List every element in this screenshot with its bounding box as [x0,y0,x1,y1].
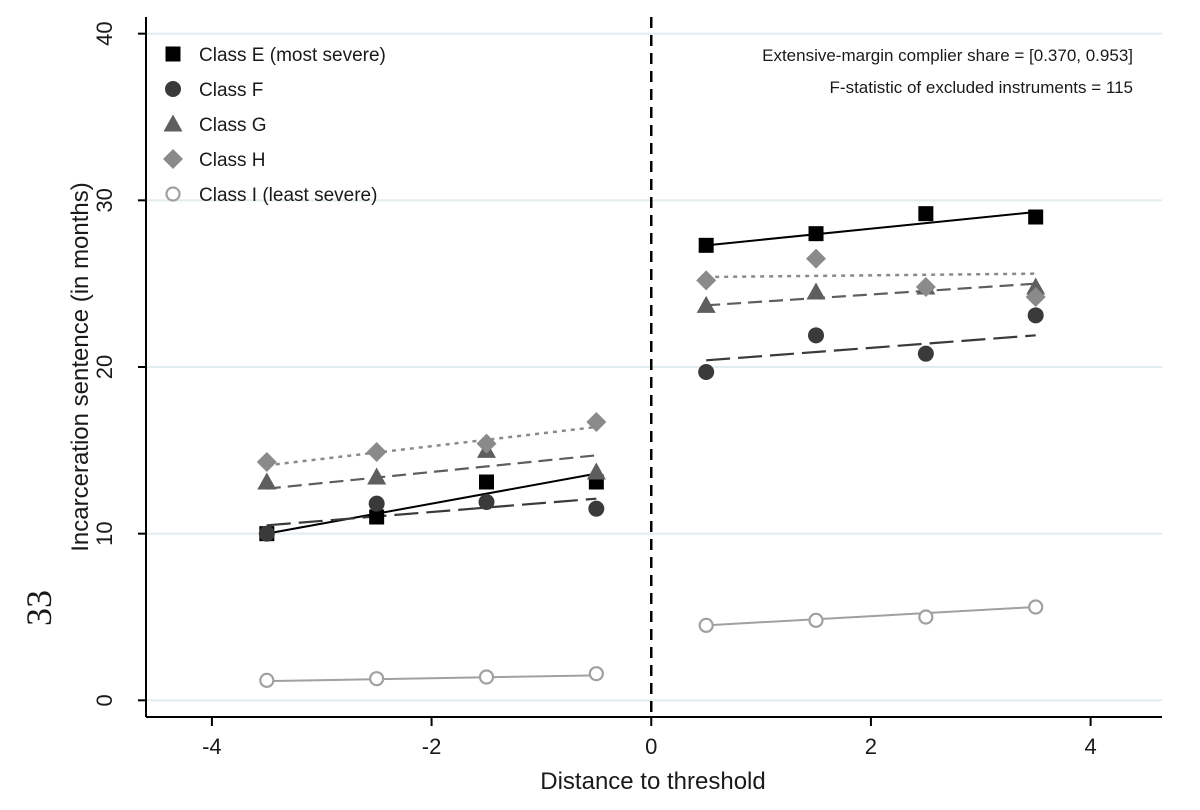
point-class-g-7 [1026,277,1046,295]
point-class-h-0 [256,452,277,472]
point-class-f-6 [917,345,934,362]
data-points [256,206,1046,688]
point-class-e-most-severe-6 [918,206,934,222]
x-tick-label-2: 2 [865,734,877,759]
point-class-e-most-severe-7 [1028,209,1044,225]
point-class-f-7 [1027,307,1044,324]
point-class-e-most-severe-5 [808,226,824,242]
y-tick-label-0: 0 [92,694,117,706]
y-tick-label-10: 10 [92,521,117,545]
fit-line-class-h-left [266,425,597,467]
fit-line-class-e-most-severe-left [266,472,597,535]
page-number: 33 [19,590,59,626]
fit-line-class-f-right [706,334,1036,362]
y-tick-label-40: 40 [92,21,117,45]
point-class-f-2 [478,494,495,510]
fit-line-class-e-most-severe-right [706,211,1036,247]
y-tick-label-30: 30 [92,188,117,212]
point-class-i-least-severe-5 [808,612,824,628]
fit-line-class-i-least-severe-right [706,606,1036,627]
point-class-i-least-severe-1 [369,671,385,687]
point-class-i-least-severe-4 [698,617,714,633]
y-tick-label-20: 20 [92,355,117,379]
legend-marker-class-g [163,114,183,132]
point-class-f-0 [258,525,275,542]
legend-label-class-h: Class H [199,150,266,171]
fit-line-class-i-least-severe-left [266,674,597,683]
fit-line-class-f-left [266,497,597,527]
point-class-e-most-severe-2 [478,474,494,490]
legend: Class E (most severe) Class F Class G Class… [163,45,386,206]
point-class-i-least-severe-6 [918,609,934,625]
legend-marker-class-e-most-severe [165,46,181,62]
point-class-f-5 [808,327,825,344]
x-tick-label-0: 0 [645,734,657,759]
legend-label-class-f: Class F [199,80,263,101]
point-class-i-least-severe-0 [259,672,275,688]
point-class-g-4 [696,295,716,313]
point-class-f-3 [588,500,605,517]
fit-line-class-g-left [266,454,597,490]
gridlines [146,32,1162,702]
point-class-h-1 [366,442,387,462]
point-class-h-6 [915,277,936,297]
legend-label-class-g: Class G [199,115,267,136]
f-statistic-annotation: F-statistic of excluded instruments = 11… [830,78,1133,97]
point-class-i-least-severe-7 [1028,599,1044,615]
fit-line-class-h-right [706,272,1036,279]
x-tick-label--2: -2 [422,734,442,759]
legend-marker-class-i-least-severe [165,186,181,202]
point-class-e-most-severe-1 [369,509,385,525]
point-class-f-1 [368,495,385,512]
fit-line-class-g-right [706,282,1036,307]
axes: 0 10 20 30 40 -4 -2 0 2 4 [92,17,1162,759]
x-tick-label-4: 4 [1084,734,1096,759]
point-class-h-5 [806,248,827,269]
point-class-g-0 [257,472,277,490]
x-tick-label--4: -4 [202,734,222,759]
point-class-i-least-severe-3 [588,666,604,682]
legend-marker-class-f [165,81,181,97]
x-axis-title: Distance to threshold [540,768,765,795]
point-class-g-3 [586,462,606,480]
point-class-h-4 [696,270,717,291]
point-class-h-2 [476,433,497,454]
point-class-g-5 [806,282,826,300]
point-class-h-7 [1025,287,1046,307]
y-axis-title: Incarceration sentence (in months) [67,182,94,552]
point-class-i-least-severe-2 [478,669,495,685]
point-class-h-3 [586,412,607,432]
point-class-g-1 [367,467,387,485]
legend-label-class-i-least-severe: Class I (least severe) [199,185,377,206]
fit-lines [266,211,1036,683]
legend-marker-class-h [163,149,183,169]
point-class-f-4 [698,364,715,380]
legend-label-class-e-most-severe: Class E (most severe) [199,45,386,66]
point-class-e-most-severe-4 [698,237,714,253]
complier-share-annotation: Extensive-margin complier share = [0.370… [762,46,1133,65]
